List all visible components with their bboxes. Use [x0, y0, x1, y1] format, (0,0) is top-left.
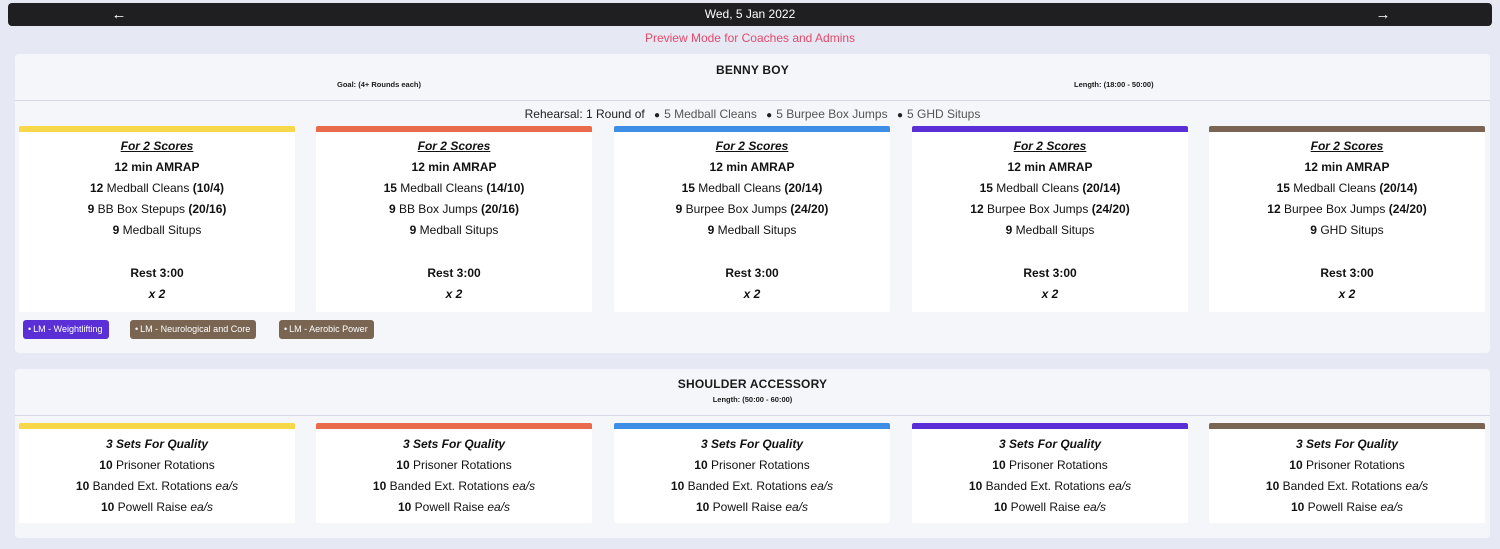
card-amrap: 12 min AMRAP — [709, 160, 795, 174]
movement-row: 10 Powell Raise ea/s — [695, 500, 809, 514]
movement-row: 10 Prisoner Rotations — [694, 458, 810, 472]
card-heading: 3 Sets For Quality — [105, 437, 209, 451]
card-rest: Rest 3:00 — [130, 266, 184, 280]
movement-row: 9 BB Box Jumps (20/16) — [388, 202, 520, 216]
workout-card: 3 Sets For Quality 10 Prisoner Rotations… — [614, 423, 890, 523]
workout-card: For 2 Scores 12 min AMRAP 12 Medball Cle… — [19, 126, 295, 312]
card-heading: 3 Sets For Quality — [998, 437, 1102, 451]
movement-row: 10 Banded Ext. Rotations ea/s — [75, 479, 239, 493]
tag-aerobic-power[interactable]: • LM - Aerobic Power — [279, 320, 374, 339]
workout-panel-shoulder-accessory: SHOULDER ACCESSORY Length: (50:00 - 60:0… — [15, 369, 1490, 538]
movement-row: 10 Prisoner Rotations — [1289, 458, 1405, 472]
workout-card: 3 Sets For Quality 10 Prisoner Rotations… — [1209, 423, 1485, 523]
rehearsal-item: 5 Medball Cleans — [664, 107, 757, 121]
card-amrap: 12 min AMRAP — [1007, 160, 1093, 174]
card-heading: For 2 Scores — [417, 139, 491, 153]
card-rounds: x 2 — [1338, 287, 1356, 301]
movement-row: 12 Burpee Box Jumps (24/20) — [970, 202, 1130, 216]
tag-weightlifting[interactable]: • LM - Weightlifting — [23, 320, 109, 339]
movement-row: 10 Banded Ext. Rotations ea/s — [372, 479, 536, 493]
card-heading: 3 Sets For Quality — [700, 437, 804, 451]
card-rest: Rest 3:00 — [725, 266, 779, 280]
date-nav-bar: ← Wed, 5 Jan 2022 → — [8, 3, 1492, 26]
workout-card: 3 Sets For Quality 10 Prisoner Rotations… — [316, 423, 592, 523]
workout-length: Length: (18:00 - 50:00) — [1074, 80, 1154, 89]
movement-row: 12 Medball Cleans (10/4) — [89, 181, 225, 195]
movement-row: 15 Medball Cleans (20/14) — [1276, 181, 1418, 195]
card-heading: For 2 Scores — [1310, 139, 1384, 153]
movement-row: 9 Medball Situps — [409, 223, 499, 237]
card-rounds: x 2 — [148, 287, 166, 301]
rehearsal-item: 5 Burpee Box Jumps — [776, 107, 888, 121]
movement-row: 9 Medball Situps — [707, 223, 797, 237]
workout-card: For 2 Scores 12 min AMRAP 15 Medball Cle… — [316, 126, 592, 312]
divider — [15, 100, 1490, 101]
card-amrap: 12 min AMRAP — [411, 160, 497, 174]
card-rounds: x 2 — [445, 287, 463, 301]
movement-row: 10 Prisoner Rotations — [99, 458, 215, 472]
movement-row: 10 Powell Raise ea/s — [100, 500, 214, 514]
workout-title: BENNY BOY — [716, 63, 789, 77]
rehearsal-label: Rehearsal: 1 Round of — [524, 107, 645, 121]
current-date: Wed, 5 Jan 2022 — [704, 7, 796, 21]
workout-goal: Goal: (4+ Rounds each) — [337, 80, 421, 89]
card-rest: Rest 3:00 — [1023, 266, 1077, 280]
movement-row: 9 Burpee Box Jumps (24/20) — [675, 202, 829, 216]
arrow-left-icon[interactable]: ← — [111, 6, 127, 23]
workout-card: For 2 Scores 12 min AMRAP 15 Medball Cle… — [1209, 126, 1485, 312]
movement-row: 10 Powell Raise ea/s — [397, 500, 511, 514]
bullet-icon: ● — [766, 110, 773, 121]
movement-row: 10 Prisoner Rotations — [396, 458, 512, 472]
workout-length: Length: (50:00 - 60:00) — [712, 395, 793, 404]
card-rest: Rest 3:00 — [1320, 266, 1374, 280]
workout-card: 3 Sets For Quality 10 Prisoner Rotations… — [19, 423, 295, 523]
card-amrap: 12 min AMRAP — [114, 160, 200, 174]
card-heading: For 2 Scores — [120, 139, 194, 153]
card-rounds: x 2 — [743, 287, 761, 301]
movement-row: 15 Medball Cleans (14/10) — [383, 181, 525, 195]
movement-row: 10 Prisoner Rotations — [992, 458, 1108, 472]
movement-row: 12 Burpee Box Jumps (24/20) — [1267, 202, 1427, 216]
bullet-icon: ● — [654, 110, 661, 121]
movement-row: 10 Banded Ext. Rotations ea/s — [670, 479, 834, 493]
workout-card: 3 Sets For Quality 10 Prisoner Rotations… — [912, 423, 1188, 523]
rehearsal-item: 5 GHD Situps — [907, 107, 981, 121]
tag-neurological-core[interactable]: • LM - Neurological and Core — [130, 320, 257, 339]
rehearsal-line: Rehearsal: 1 Round of ● 5 Medball Cleans … — [15, 107, 1490, 121]
divider — [15, 415, 1490, 416]
preview-mode-notice: Preview Mode for Coaches and Admins — [644, 31, 856, 45]
movement-row: 9 Medball Situps — [1005, 223, 1095, 237]
movement-row: 10 Powell Raise ea/s — [993, 500, 1107, 514]
card-rounds: x 2 — [1041, 287, 1059, 301]
card-rest: Rest 3:00 — [427, 266, 481, 280]
movement-row: 9 GHD Situps — [1310, 223, 1384, 237]
workout-card: For 2 Scores 12 min AMRAP 15 Medball Cle… — [912, 126, 1188, 312]
movement-row: 10 Powell Raise ea/s — [1290, 500, 1404, 514]
card-heading: For 2 Scores — [715, 139, 789, 153]
card-heading: 3 Sets For Quality — [1295, 437, 1399, 451]
movement-row: 10 Banded Ext. Rotations ea/s — [1265, 479, 1429, 493]
movement-row: 15 Medball Cleans (20/14) — [681, 181, 823, 195]
movement-row: 9 BB Box Stepups (20/16) — [87, 202, 227, 216]
workout-card: For 2 Scores 12 min AMRAP 15 Medball Cle… — [614, 126, 890, 312]
card-heading: For 2 Scores — [1013, 139, 1087, 153]
movement-row: 15 Medball Cleans (20/14) — [979, 181, 1121, 195]
movement-row: 9 Medball Situps — [112, 223, 202, 237]
workout-title: SHOULDER ACCESSORY — [677, 377, 828, 391]
bullet-icon: ● — [896, 110, 903, 121]
card-amrap: 12 min AMRAP — [1304, 160, 1390, 174]
arrow-right-icon[interactable]: → — [1375, 6, 1391, 23]
card-heading: 3 Sets For Quality — [402, 437, 506, 451]
movement-row: 10 Banded Ext. Rotations ea/s — [968, 479, 1132, 493]
workout-panel-benny-boy: BENNY BOY Goal: (4+ Rounds each) Length:… — [15, 54, 1490, 353]
